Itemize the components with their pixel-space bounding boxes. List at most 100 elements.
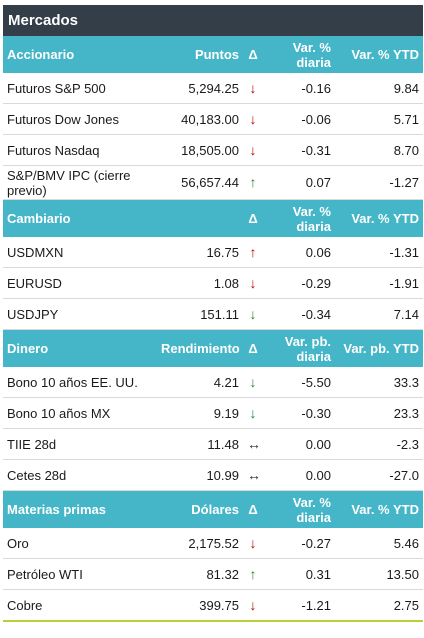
trend-arrow-icon: ↓ <box>243 367 263 398</box>
instrument-name: Bono 10 años MX <box>3 397 157 429</box>
daily-change-header: Var. % diaria <box>263 490 335 528</box>
ytd-change-header: Var. % YTD <box>335 490 423 528</box>
table-row: USDJPY 151.11 ↓ -0.34 7.14 <box>3 298 423 330</box>
instrument-value: 2,175.52 <box>157 528 243 559</box>
section-header-label: Cambiario <box>3 199 157 237</box>
section-header: Materias primas Dólares Δ Var. % diaria Var.… <box>3 490 423 528</box>
instrument-value: 9.19 <box>157 397 243 429</box>
section-header: Dinero Rendimiento Δ Var. pb. diaria Var. pb… <box>3 329 423 367</box>
change-column-header: Δ <box>243 199 263 237</box>
trend-arrow-icon: ↑ <box>243 237 263 268</box>
ytd-change-header: Var. pb. YTD <box>335 329 423 367</box>
instrument-value: 151.11 <box>157 298 243 330</box>
trend-arrow-icon: ↔ <box>243 428 263 460</box>
table-row: Oro 2,175.52 ↓ -0.27 5.46 <box>3 528 423 559</box>
value-column-header: Puntos <box>157 36 243 73</box>
table-row: TIIE 28d 11.48 ↔ 0.00 -2.3 <box>3 428 423 460</box>
instrument-value: 399.75 <box>157 589 243 622</box>
ytd-change: -27.0 <box>335 459 423 491</box>
trend-arrow-icon: ↓ <box>243 267 263 299</box>
instrument-value: 18,505.00 <box>157 134 243 166</box>
ytd-change: 8.70 <box>335 134 423 166</box>
table-row: S&P/BMV IPC (cierre previo) 56,657.44 ↑ 0.0… <box>3 165 423 200</box>
instrument-name: Futuros Nasdaq <box>3 134 157 166</box>
ytd-change-header: Var. % YTD <box>335 36 423 73</box>
ytd-change: 2.75 <box>335 589 423 622</box>
trend-arrow-icon: ↓ <box>243 103 263 135</box>
ytd-change: -2.3 <box>335 428 423 460</box>
table-row: Futuros S&P 500 5,294.25 ↓ -0.16 9.84 <box>3 73 423 104</box>
panel-title: Mercados <box>3 5 423 36</box>
daily-change-header: Var. pb. diaria <box>263 329 335 367</box>
daily-change-header: Var. % diaria <box>263 36 335 73</box>
value-column-header: Rendimiento <box>157 329 243 367</box>
ytd-change-header: Var. % YTD <box>335 199 423 237</box>
trend-arrow-icon: ↓ <box>243 134 263 166</box>
instrument-value: 16.75 <box>157 237 243 268</box>
daily-change: -0.27 <box>263 528 335 559</box>
ytd-change: 7.14 <box>335 298 423 330</box>
daily-change-header: Var. % diaria <box>263 199 335 237</box>
value-column-header: Dólares <box>157 490 243 528</box>
instrument-name: USDJPY <box>3 298 157 330</box>
section-header-label: Dinero <box>3 329 157 367</box>
section-header-label: Materias primas <box>3 490 157 528</box>
instrument-name: USDMXN <box>3 237 157 268</box>
instrument-value: 56,657.44 <box>157 165 243 200</box>
instrument-name: S&P/BMV IPC (cierre previo) <box>3 165 157 200</box>
instrument-name: Futuros S&P 500 <box>3 73 157 104</box>
instrument-name: Petróleo WTI <box>3 558 157 590</box>
trend-arrow-icon: ↑ <box>243 558 263 590</box>
daily-change: 0.07 <box>263 165 335 200</box>
trend-arrow-icon: ↓ <box>243 397 263 429</box>
table-row: EURUSD 1.08 ↓ -0.29 -1.91 <box>3 267 423 299</box>
ytd-change: -1.91 <box>335 267 423 299</box>
table-row: Bono 10 años MX 9.19 ↓ -0.30 23.3 <box>3 397 423 429</box>
markets-table: Accionario Puntos Δ Var. % diaria Var. % YTD… <box>3 36 423 622</box>
section-header: Cambiario Δ Var. % diaria Var. % YTD <box>3 199 423 237</box>
change-column-header: Δ <box>243 36 263 73</box>
instrument-name: Cetes 28d <box>3 459 157 491</box>
daily-change: 0.00 <box>263 459 335 491</box>
daily-change: -0.16 <box>263 73 335 104</box>
daily-change: -5.50 <box>263 367 335 398</box>
daily-change: 0.00 <box>263 428 335 460</box>
instrument-value: 4.21 <box>157 367 243 398</box>
change-column-header: Δ <box>243 490 263 528</box>
instrument-value: 81.32 <box>157 558 243 590</box>
ytd-change: 33.3 <box>335 367 423 398</box>
ytd-change: -1.27 <box>335 165 423 200</box>
daily-change: -0.34 <box>263 298 335 330</box>
trend-arrow-icon: ↑ <box>243 165 263 200</box>
daily-change: -1.21 <box>263 589 335 622</box>
ytd-change: -1.31 <box>335 237 423 268</box>
daily-change: -0.31 <box>263 134 335 166</box>
instrument-value: 5,294.25 <box>157 73 243 104</box>
daily-change: 0.06 <box>263 237 335 268</box>
instrument-name: TIIE 28d <box>3 428 157 460</box>
instrument-name: Oro <box>3 528 157 559</box>
daily-change: -0.30 <box>263 397 335 429</box>
trend-arrow-icon: ↓ <box>243 528 263 559</box>
table-row: Bono 10 años EE. UU. 4.21 ↓ -5.50 33.3 <box>3 367 423 398</box>
change-column-header: Δ <box>243 329 263 367</box>
daily-change: -0.29 <box>263 267 335 299</box>
markets-panel: Mercados Accionario Puntos Δ Var. % diaria V… <box>3 5 423 622</box>
section-header-label: Accionario <box>3 36 157 73</box>
instrument-value: 1.08 <box>157 267 243 299</box>
table-row: USDMXN 16.75 ↑ 0.06 -1.31 <box>3 237 423 268</box>
instrument-value: 40,183.00 <box>157 103 243 135</box>
value-column-header <box>157 199 243 237</box>
instrument-name: Cobre <box>3 589 157 622</box>
instrument-name: EURUSD <box>3 267 157 299</box>
daily-change: -0.06 <box>263 103 335 135</box>
trend-arrow-icon: ↓ <box>243 73 263 104</box>
table-row: Futuros Nasdaq 18,505.00 ↓ -0.31 8.70 <box>3 134 423 166</box>
ytd-change: 13.50 <box>335 558 423 590</box>
table-row: Cetes 28d 10.99 ↔ 0.00 -27.0 <box>3 459 423 491</box>
daily-change: 0.31 <box>263 558 335 590</box>
table-row: Petróleo WTI 81.32 ↑ 0.31 13.50 <box>3 558 423 590</box>
ytd-change: 5.46 <box>335 528 423 559</box>
table-row: Futuros Dow Jones 40,183.00 ↓ -0.06 5.71 <box>3 103 423 135</box>
table-row: Cobre 399.75 ↓ -1.21 2.75 <box>3 589 423 622</box>
